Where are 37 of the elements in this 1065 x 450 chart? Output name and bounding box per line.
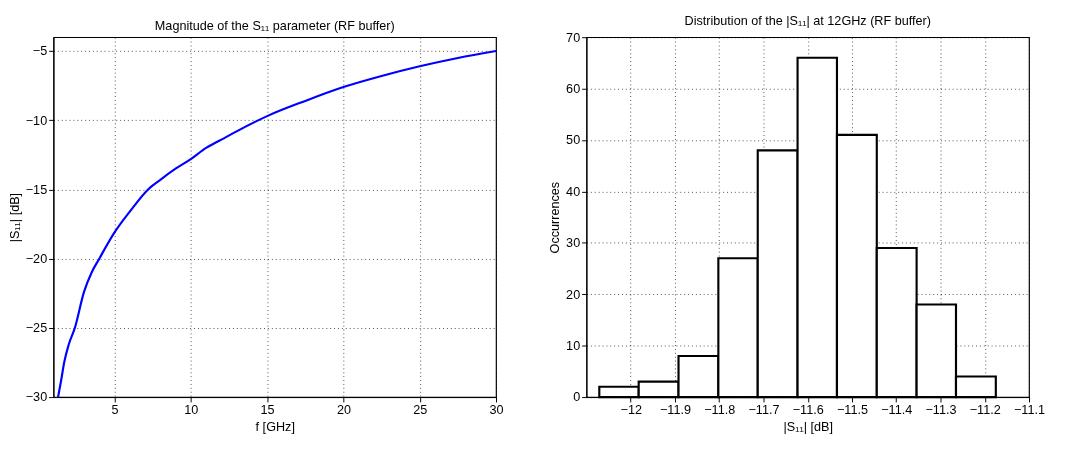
x-tick-label: −11.3 [925,403,957,418]
chart-title: Magnitude of the S₁₁ parameter (RF buffer) [154,19,395,34]
y-tick-label: −10 [25,113,48,128]
y-tick-label: 20 [566,287,581,302]
y-tick-label: 60 [566,82,581,96]
y-axis-title: |S₁₁| [dB] [7,192,22,243]
y-tick-label: −20 [25,252,48,267]
x-axis-title: |S₁₁| [dB] [783,419,833,434]
y-tick-label: 30 [566,236,581,251]
x-axis-title: f [GHz] [255,419,295,434]
x-tick-label: −11.2 [969,403,1001,418]
y-tick-label: −30 [25,390,48,405]
x-tick-label: 15 [260,403,275,418]
x-tick-label: −11.8 [704,403,736,418]
y-tick-label: 10 [566,339,581,354]
x-tick-label: 10 [184,403,199,418]
x-tick-label: 20 [336,403,351,418]
x-tick-label: −11.4 [881,403,913,418]
line-series [57,49,497,398]
y-tick-label: 40 [566,184,581,199]
x-tick-label: 30 [489,403,504,418]
x-tick-label: −11.7 [748,403,780,418]
y-axis-title: Occurrences [548,181,563,254]
x-tick-label: 25 [413,403,428,418]
y-tick-label: 70 [566,30,581,45]
chart-title: Distribution of the |S₁₁| at 12GHz (RF buffer) [684,13,931,28]
x-tick-label: −11.5 [836,403,868,418]
y-tick-label: 50 [566,133,581,148]
x-tick-label: 5 [111,403,119,418]
x-tick-label: −11.6 [792,403,824,418]
y-tick-label: −25 [25,321,48,336]
y-tick-label: 0 [573,390,581,405]
x-tick-label: −11.1 [1013,403,1046,418]
y-tick-label: −15 [25,182,48,197]
x-tick-label: −11.9 [659,403,691,418]
x-tick-label: −12 [620,403,642,418]
y-tick-label: −5 [32,44,48,59]
